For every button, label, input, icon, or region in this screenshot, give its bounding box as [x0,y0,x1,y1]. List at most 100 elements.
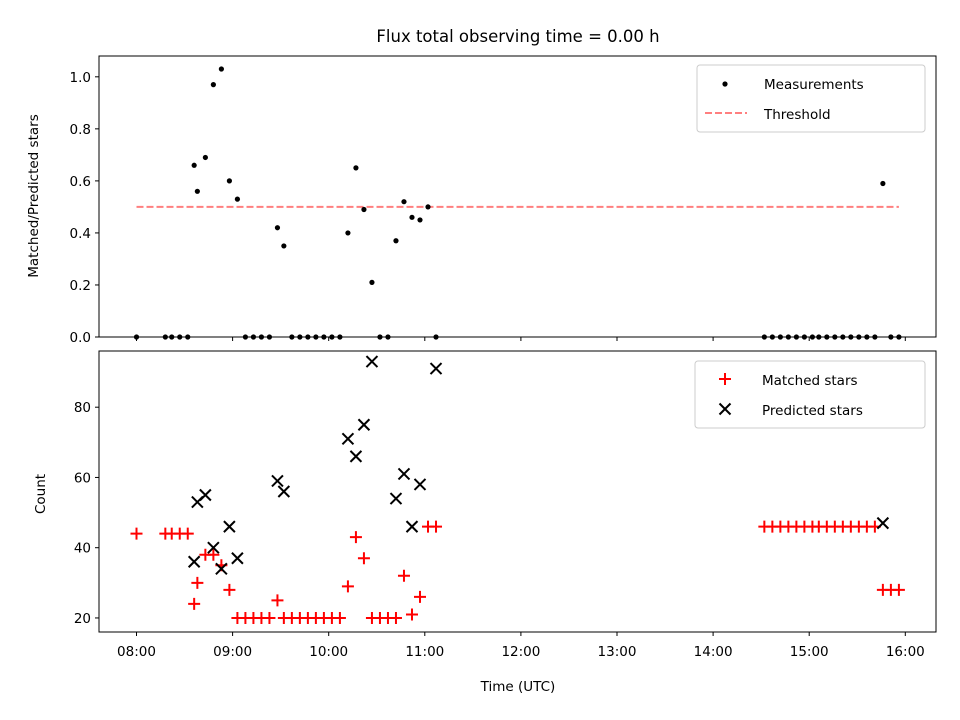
measurement-point [840,334,846,340]
measurements-series [133,66,902,340]
measurement-point [177,334,183,340]
x-tick-label: 15:00 [790,644,829,660]
measurement-point [250,334,257,340]
measurement-point [297,334,303,340]
x-tick-label: 09:00 [213,644,252,660]
matched-star-point [341,580,354,593]
matched-star-point [271,594,284,607]
bottom-x-axis: 08:00 09:00 10:00 11:00 12:00 13:00 14:00 15:00… [117,632,925,660]
top-y-tick-label: 0.6 [70,174,91,190]
measurement-point [425,204,431,210]
bottom-panel: 20 40 60 80 08:00 09:00 10:00 11:00 12:00 13:00 1… [33,350,937,695]
measurement-point [133,334,140,340]
predicted-star-point [207,541,220,554]
measurement-point [888,334,894,340]
measurement-point [242,334,249,340]
x-axis-label: Time (UTC) [480,679,556,695]
measurement-point [258,334,265,340]
matched-stars-series [130,520,905,624]
measurement-point [864,334,870,340]
predicted-stars-legend-label: Predicted stars [762,403,863,419]
measurement-point [385,334,391,340]
matched-star-point [357,552,370,565]
measurement-point [321,334,327,340]
top-y-axis: 0.0 0.2 0.4 0.6 0.8 1.0 [70,70,99,346]
bottom-y-tick-label: 60 [74,470,91,486]
measurement-point [433,334,439,340]
measurement-point [337,334,343,340]
matched-star-point [223,583,236,596]
matched-star-point [191,576,204,589]
measurement-point [401,199,407,205]
bottom-y-tick-label: 40 [74,541,91,557]
top-panel: 0.0 0.2 0.4 0.6 0.8 1.0 Matched/Predicted sta… [26,55,937,346]
measurement-point [880,180,886,187]
measurement-point [266,334,273,340]
matched-star-point [413,590,426,603]
top-y-tick-label: 0.0 [70,330,91,346]
x-tick-label: 16:00 [886,644,925,660]
predicted-star-point [271,474,284,488]
predicted-star-point [199,488,212,502]
measurement-point [313,334,319,340]
predicted-star-point [215,562,228,575]
measurement-point [409,214,415,220]
top-y-tick-label: 0.8 [70,122,91,138]
matched-star-point [430,520,443,533]
bottom-y-axis-label: Count [33,474,49,514]
measurement-point [832,334,838,340]
matched-star-point [181,527,194,540]
predicted-star-point [413,478,427,491]
measurement-point [210,82,216,88]
measurements-legend-marker [722,81,728,87]
predicted-star-point [341,432,355,446]
measurement-point [777,334,783,340]
matched-star-point [130,527,143,540]
measurement-point [202,154,208,161]
matched-star-point [892,583,905,596]
measurement-point [809,334,816,340]
bottom-y-tick-label: 20 [74,611,91,627]
matched-star-point [333,611,346,624]
measurement-point [194,188,200,194]
predicted-star-point [365,355,379,368]
measurement-point [417,217,423,223]
bottom-legend: Matched stars Predicted stars [694,360,926,429]
measurement-point [191,162,197,168]
measurement-point [226,178,232,184]
chart-title: Flux total observing time = 0.00 h [376,27,659,46]
measurement-point [872,334,878,340]
matched-star-point [389,611,402,624]
measurement-point [218,66,224,72]
predicted-star-point [429,362,443,375]
top-legend-frame [696,64,926,133]
matched-stars-legend-label: Matched stars [762,373,858,389]
measurement-point [353,165,359,171]
measurement-point [377,334,383,340]
predicted-star-point [405,520,419,533]
measurement-point [369,279,375,285]
measurement-point [801,334,807,340]
measurement-point [162,334,168,340]
measurement-point [169,334,175,340]
predicted-star-point [397,467,411,481]
matched-star-point [263,611,276,624]
matched-star-point [397,569,410,582]
threshold-legend-label: Threshold [763,107,831,123]
measurement-point [824,334,830,340]
measurement-point [345,230,351,236]
measurement-point [361,206,367,213]
predicted-star-point [876,516,890,530]
matched-stars-legend-marker [719,373,731,385]
matched-star-point [349,531,362,544]
x-tick-label: 13:00 [598,644,637,660]
predicted-star-point [357,418,371,431]
measurement-point [234,196,241,202]
predicted-star-point [231,552,244,565]
matched-star-point [405,608,418,621]
bottom-y-axis: 20 40 60 80 [74,400,99,627]
top-x-axis [136,337,906,341]
measurement-point [769,334,775,340]
measurement-point [848,334,854,340]
